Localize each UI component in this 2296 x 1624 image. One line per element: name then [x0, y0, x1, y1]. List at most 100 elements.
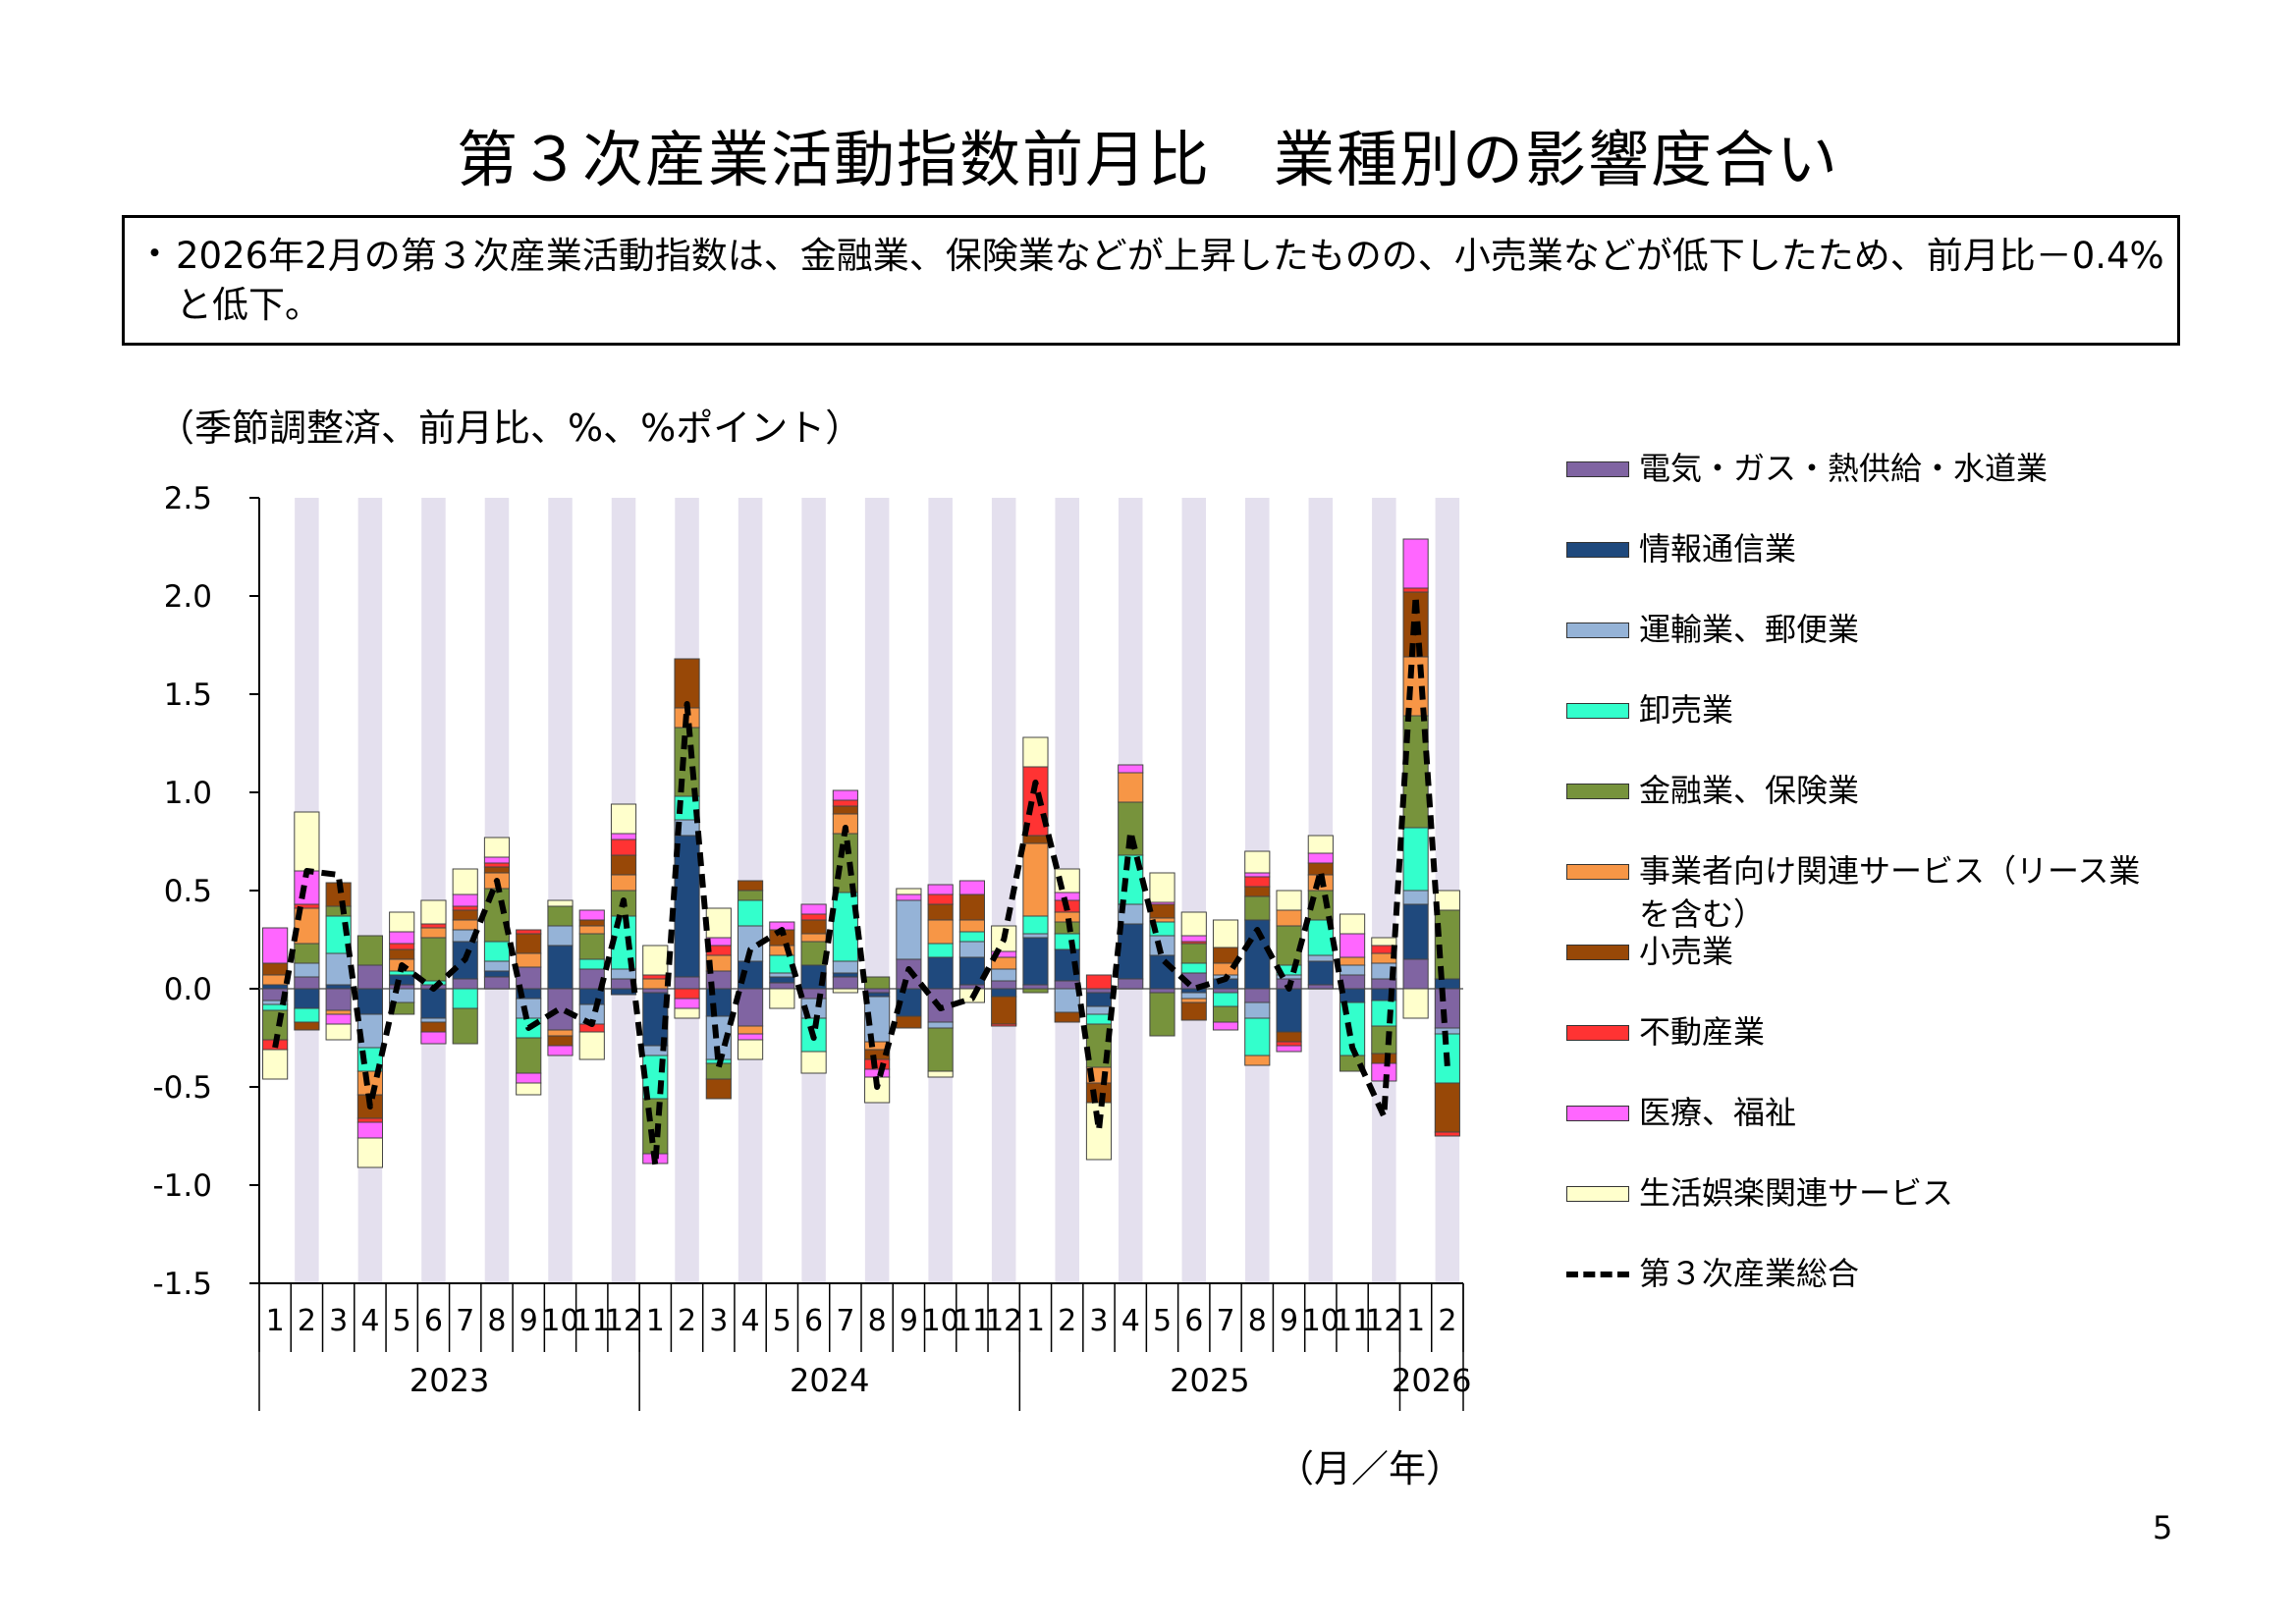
month-label: 2 [1438, 1304, 1456, 1338]
bar-segment [1339, 913, 1366, 935]
bar-segment [1022, 736, 1049, 768]
bar-segment [1402, 988, 1429, 1019]
month-label: 11 [954, 1304, 991, 1338]
bar-segment [1371, 1025, 1397, 1055]
bar-segment [1434, 988, 1460, 1029]
bar-segment [547, 925, 574, 947]
bar-segment [1022, 984, 1049, 990]
bar-segment [674, 998, 700, 1009]
bar-segment [610, 854, 637, 876]
bar-segment [800, 913, 827, 921]
page-title: 第３次産業活動指数前月比 業種別の影響度合い [456, 124, 1839, 195]
bar-segment [547, 905, 574, 927]
month-label: 3 [329, 1304, 348, 1338]
bar-segment [483, 837, 511, 858]
legend-swatch [1566, 703, 1629, 719]
bar-segment [1339, 964, 1366, 976]
bar-segment [1307, 960, 1334, 986]
bar-segment [578, 925, 605, 935]
y-tick-label: 0.5 [164, 874, 212, 909]
bar-segment [1212, 1005, 1239, 1023]
shade-band [801, 498, 826, 1283]
bar-segment [389, 931, 415, 945]
bar-segment [1371, 1053, 1397, 1064]
bar-segment [578, 1031, 605, 1060]
bar-segment [294, 962, 320, 978]
bar-segment [1022, 937, 1049, 986]
bar-segment [294, 1007, 320, 1023]
bar-segment [1371, 937, 1397, 947]
month-label: 3 [709, 1304, 728, 1338]
shade-band [548, 498, 573, 1283]
bar-segment [1212, 919, 1239, 948]
bar-segment [958, 931, 986, 943]
bar-segment [1180, 962, 1207, 974]
bar-segment [294, 988, 320, 1009]
bar-segment [262, 1049, 289, 1080]
bar-segment [389, 948, 415, 960]
legend-swatch [1566, 1106, 1629, 1121]
bar-segment [452, 868, 478, 895]
y-tick-label: -1.5 [153, 1267, 213, 1302]
bar-segment [927, 884, 954, 895]
bar-segment [1402, 587, 1429, 593]
bar-segment [674, 1007, 700, 1019]
month-label: 9 [900, 1304, 918, 1338]
bar-segment [262, 962, 289, 976]
bar-segment [1212, 1021, 1239, 1031]
bar-segment [832, 976, 858, 990]
bar-segment [991, 980, 1017, 990]
bar-segment [1085, 1082, 1113, 1104]
bar-segment [1149, 954, 1175, 990]
month-label: 4 [741, 1304, 760, 1338]
year-label: 2024 [790, 1362, 869, 1399]
bar-segment [864, 976, 891, 990]
bar-segment [991, 968, 1017, 982]
bar-segment [420, 1021, 447, 1033]
bar-segment [1180, 911, 1207, 937]
summary-text: 2026年2月の第３次産業活動指数は、金融業、保険業などが上昇したものの、小売業… [176, 235, 2164, 326]
bar-segment [1244, 872, 1271, 878]
month-label: 10 [1302, 1304, 1339, 1338]
bar-segment [483, 976, 511, 990]
bar-segment [896, 893, 922, 901]
month-label: 1 [1026, 1304, 1045, 1338]
bar-segment [325, 988, 352, 1011]
bar-segment [927, 903, 954, 921]
bar-segment [356, 1121, 384, 1139]
bar-segment [356, 988, 384, 1015]
bar-segment [927, 1021, 954, 1029]
bar-segment [958, 941, 986, 958]
bar-segment [1402, 538, 1429, 589]
legend-swatch [1566, 945, 1629, 960]
bar-segment [547, 945, 574, 990]
bar-segment [832, 789, 858, 801]
year-label: 2023 [410, 1362, 489, 1399]
y-tick-label: 2.5 [164, 481, 212, 516]
bar-segment [325, 1009, 352, 1015]
y-tick-label: 2.0 [164, 579, 212, 615]
bar-segment [642, 974, 669, 980]
bar-segment [610, 874, 637, 892]
bar-segment [1307, 954, 1334, 962]
bar-segment [516, 1072, 542, 1084]
month-label: 7 [456, 1304, 474, 1338]
bar-segment [832, 805, 858, 815]
bar-segment [547, 899, 574, 907]
bar-segment [1022, 915, 1049, 935]
bar-segment [420, 988, 447, 1019]
bar-segment [516, 1082, 542, 1096]
bar-segment [452, 909, 478, 921]
bar-segment [769, 988, 795, 1009]
legend-swatch [1566, 784, 1629, 799]
legend-label: 電気・ガス・熱供給・水道業 [1639, 450, 2049, 487]
bar-segment [1085, 1013, 1113, 1025]
bar-segment [420, 1017, 447, 1023]
bar-segment [578, 933, 605, 960]
bar-segment [1307, 862, 1334, 876]
bar-segment [1339, 956, 1366, 966]
bar-segment [483, 856, 511, 864]
y-tick-label: -1.0 [153, 1168, 213, 1204]
bar-segment [832, 988, 858, 994]
year-label: 2025 [1170, 1362, 1249, 1399]
